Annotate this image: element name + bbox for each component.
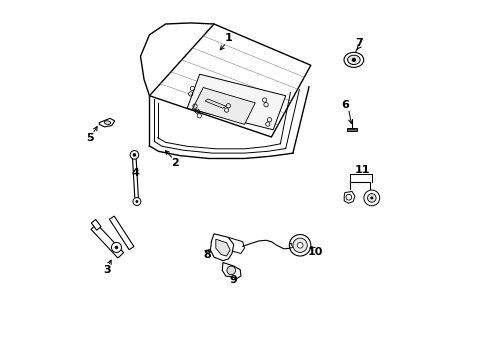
Circle shape xyxy=(133,198,141,206)
Polygon shape xyxy=(187,74,285,130)
Polygon shape xyxy=(91,220,101,230)
Polygon shape xyxy=(210,234,233,261)
Polygon shape xyxy=(289,243,292,248)
Polygon shape xyxy=(91,224,123,258)
Circle shape xyxy=(130,150,139,159)
Circle shape xyxy=(289,234,310,256)
Text: 1: 1 xyxy=(224,33,232,43)
Polygon shape xyxy=(109,216,134,250)
Polygon shape xyxy=(192,87,255,125)
Ellipse shape xyxy=(104,121,110,125)
Circle shape xyxy=(292,238,306,252)
Circle shape xyxy=(135,200,138,203)
Text: 9: 9 xyxy=(228,275,237,285)
Circle shape xyxy=(115,246,118,249)
Text: 6: 6 xyxy=(341,100,349,110)
Text: 7: 7 xyxy=(355,38,363,48)
Polygon shape xyxy=(222,262,241,279)
Circle shape xyxy=(132,153,136,157)
Polygon shape xyxy=(344,192,354,203)
Circle shape xyxy=(351,58,355,62)
Circle shape xyxy=(226,266,235,275)
Text: 2: 2 xyxy=(170,158,178,168)
Text: 4: 4 xyxy=(132,168,140,178)
Circle shape xyxy=(369,197,372,199)
Circle shape xyxy=(297,242,303,248)
Polygon shape xyxy=(149,24,310,137)
Polygon shape xyxy=(132,153,139,203)
Circle shape xyxy=(111,242,121,252)
Text: 10: 10 xyxy=(307,247,322,257)
Text: 3: 3 xyxy=(103,265,111,275)
Text: 5: 5 xyxy=(86,133,94,143)
Text: 11: 11 xyxy=(354,165,369,175)
Polygon shape xyxy=(99,118,115,127)
Text: 8: 8 xyxy=(203,250,210,260)
Ellipse shape xyxy=(344,52,363,67)
Circle shape xyxy=(367,194,375,202)
Polygon shape xyxy=(228,237,244,253)
Polygon shape xyxy=(215,239,230,256)
Ellipse shape xyxy=(347,55,360,64)
Circle shape xyxy=(363,190,379,206)
Polygon shape xyxy=(346,128,356,131)
Polygon shape xyxy=(204,99,225,108)
